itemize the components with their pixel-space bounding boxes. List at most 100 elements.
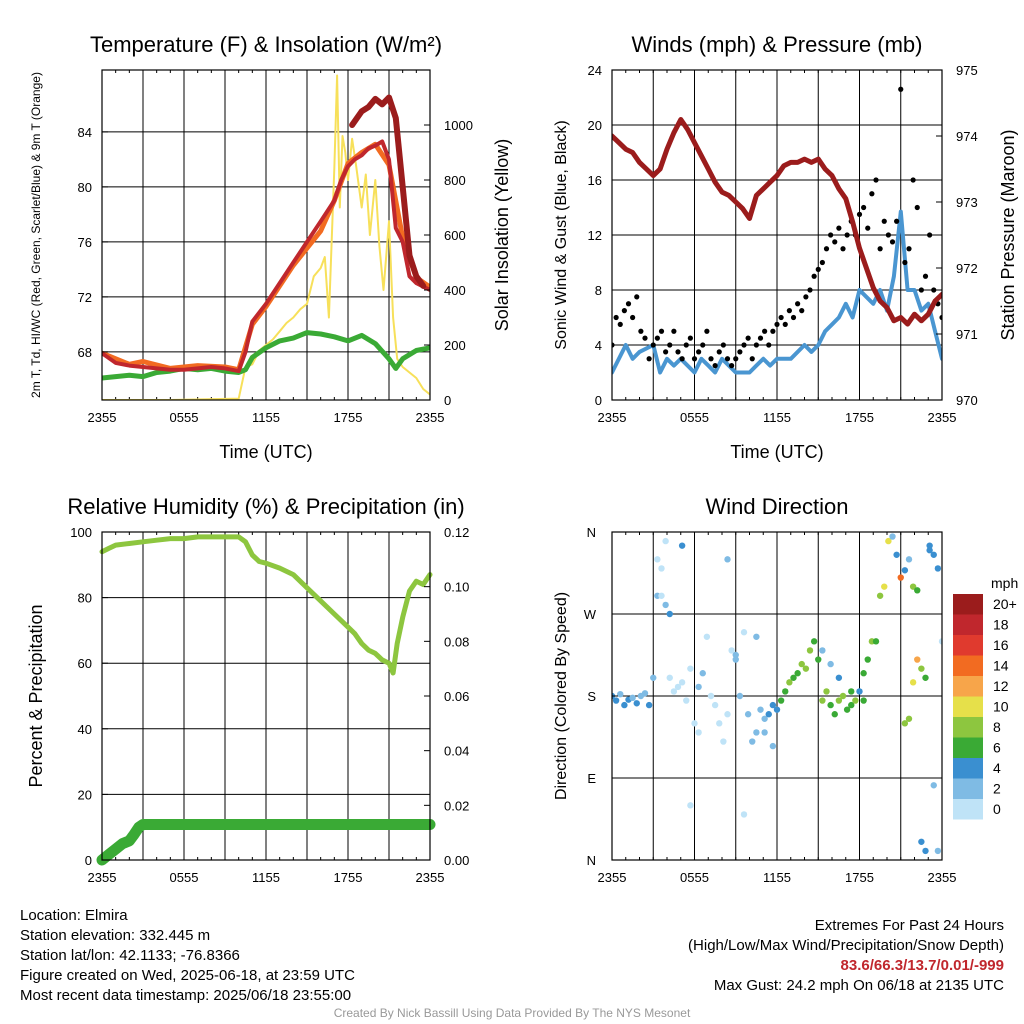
legend-label: 10 xyxy=(993,699,1009,715)
gust-point xyxy=(877,246,883,252)
wind-direction-point xyxy=(674,683,682,691)
pressure-line xyxy=(612,117,942,327)
wind-direction-point xyxy=(819,647,826,654)
gust-point xyxy=(749,356,755,362)
gust-point xyxy=(741,342,747,348)
station-info: Location: Elmira Station elevation: 332.… xyxy=(20,906,355,1006)
wind-direction-panel: 2355 0555 1155 1755 2355 Wind Direction N E S W N D… xyxy=(553,494,1018,885)
timestamp-text: Most recent data timestamp: 2025/06/18 2… xyxy=(20,987,352,1004)
gust-point xyxy=(931,287,937,293)
gust-point xyxy=(770,328,776,334)
y2-tick-label: 400 xyxy=(444,283,466,298)
gust-point xyxy=(671,328,677,334)
legend-swatch xyxy=(953,655,983,676)
gust-point xyxy=(691,356,698,362)
y2-tick-label: 972 xyxy=(956,261,978,276)
y-tick-label: W xyxy=(584,607,597,622)
wind-direction-point xyxy=(753,633,760,640)
x-tick-label: 2355 xyxy=(88,410,117,425)
wind-direction-point xyxy=(860,670,867,677)
gust-point xyxy=(638,328,644,334)
gust-point xyxy=(766,342,772,348)
y2-tick-label: 1000 xyxy=(444,118,473,133)
wind-direction-point xyxy=(889,533,896,540)
gust-point xyxy=(696,349,702,355)
credit-text: Created By Nick Bassill Using Data Provi… xyxy=(333,1006,691,1020)
x-tick-label: 2355 xyxy=(598,410,627,425)
y2-tick-label: 0.08 xyxy=(444,634,469,649)
wind-direction-point xyxy=(881,583,888,590)
x-tick-label: 2355 xyxy=(928,410,957,425)
wind-direction-point xyxy=(641,690,649,697)
wind-direction-point xyxy=(695,683,702,691)
gust-point xyxy=(687,335,693,341)
wind-direction-point xyxy=(901,720,909,727)
max-gust-text: Max Gust: 24.2 mph On 06/18 at 2135 UTC xyxy=(713,977,1004,994)
gust-point xyxy=(762,328,768,334)
wind-direction-point xyxy=(918,838,925,845)
gust-point xyxy=(679,356,685,362)
gust-point xyxy=(927,232,933,238)
extremes-values: 83.6/66.3/13.7/0.01/-999 xyxy=(840,957,1004,974)
wind-direction-point xyxy=(732,656,739,663)
wind-direction-point xyxy=(736,692,744,700)
legend-label: 0 xyxy=(993,801,1001,817)
wind-direction-point xyxy=(621,701,628,709)
wind-direction-point xyxy=(831,711,838,718)
gust-point xyxy=(869,191,875,197)
y-tick-label: 4 xyxy=(595,338,602,353)
legend-label: 12 xyxy=(993,678,1009,694)
y-tick-label: N xyxy=(587,853,596,868)
x-tick-label: 0555 xyxy=(680,410,709,425)
wind-direction-point xyxy=(922,674,929,681)
gust-point xyxy=(774,321,780,327)
wind-direction-point xyxy=(909,583,917,590)
wind-direction-point xyxy=(926,547,933,554)
legend-swatch xyxy=(953,737,983,758)
gust-point xyxy=(799,308,805,314)
legend-swatch xyxy=(953,717,983,738)
y-axis-label: 2m T, Td, HI/WC (Red, Green, Scarlet/Blu… xyxy=(29,72,43,398)
wind-direction-point xyxy=(930,782,937,789)
wind-direction-point xyxy=(687,802,694,809)
y-tick-label: E xyxy=(587,771,596,786)
gust-point xyxy=(910,177,916,183)
wind-direction-point xyxy=(823,688,830,695)
y-tick-label: 0 xyxy=(85,853,92,868)
y-tick-label: 80 xyxy=(78,180,92,195)
y-axis-label: Percent & Precipitation xyxy=(26,604,46,787)
gust-point xyxy=(720,342,726,348)
wind-direction-point xyxy=(617,690,624,698)
x-tick-label: 1755 xyxy=(845,870,874,885)
y2-tick-label: 975 xyxy=(956,63,978,78)
latlon-text: Station lat/lon: 42.1133; -76.8366 xyxy=(20,947,240,964)
legend-swatch xyxy=(953,799,983,820)
y2-tick-label: 0.02 xyxy=(444,798,469,813)
wind-direction-point xyxy=(744,711,752,718)
extremes-info: Extremes For Past 24 Hours (High/Low/Max… xyxy=(688,916,1004,996)
wind-direction-point xyxy=(905,556,913,563)
gust-point xyxy=(902,259,908,266)
gust-point xyxy=(811,273,817,279)
wind-direction-point xyxy=(848,688,855,695)
wind-direction-point xyxy=(864,656,871,663)
gust-point xyxy=(729,363,735,369)
humidity-precipitation-panel: 2355 0555 1155 1755 2355 Relative Humidity (%… xyxy=(26,494,469,885)
wind-direction-point xyxy=(773,706,781,713)
y-tick-label: 76 xyxy=(78,235,92,250)
y-tick-label: 8 xyxy=(595,283,602,298)
y2-tick-label: 600 xyxy=(444,228,466,243)
wind-direction-point xyxy=(724,711,731,718)
wind-direction-point xyxy=(769,701,777,709)
y-tick-label: 80 xyxy=(78,591,92,606)
wind-direction-point xyxy=(691,720,698,727)
gust-point xyxy=(708,356,714,362)
wind-direction-point xyxy=(707,692,715,700)
wind-direction-point xyxy=(703,633,711,640)
gust-point xyxy=(836,225,842,231)
wind-direction-point xyxy=(678,542,686,549)
y2-axis-label: Station Pressure (Maroon) xyxy=(998,129,1018,340)
wind-direction-point xyxy=(893,551,900,558)
legend-swatch xyxy=(953,594,983,615)
